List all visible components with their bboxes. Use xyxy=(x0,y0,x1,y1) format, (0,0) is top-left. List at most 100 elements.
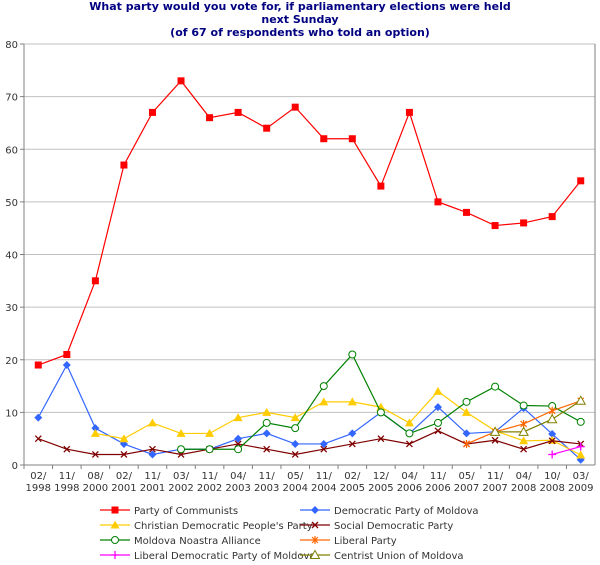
data-point xyxy=(91,277,99,285)
x-tick-label-line: 2002 xyxy=(168,483,193,494)
data-point xyxy=(548,406,556,415)
y-tick-label: 70 xyxy=(5,93,18,104)
data-point xyxy=(405,108,413,116)
x-tick-label-line: 03/ xyxy=(573,471,590,482)
x-tick-label: 10/2008 xyxy=(539,471,564,494)
data-point xyxy=(90,428,100,437)
data-point xyxy=(291,451,299,458)
x-tick-label-line: 2008 xyxy=(511,483,536,494)
data-point xyxy=(148,450,157,459)
data-point xyxy=(548,429,557,438)
title-line: (of 67 of respondents who told an option… xyxy=(170,26,430,39)
data-point xyxy=(291,439,300,448)
legend-label: Liberal Democratic Party of Moldova xyxy=(134,551,316,562)
legend-marker xyxy=(110,520,120,529)
data-point xyxy=(577,177,585,185)
x-tick-label-line: 11/ xyxy=(59,471,76,482)
x-tick-label-line: 2003 xyxy=(254,483,279,494)
data-point xyxy=(546,413,558,424)
legend-label: Christian Democratic People's Party xyxy=(134,521,313,532)
data-point xyxy=(62,361,71,370)
data-point xyxy=(148,108,156,116)
legend-label: Party of Communists xyxy=(134,506,238,517)
data-point xyxy=(433,418,442,427)
series-line xyxy=(37,363,582,461)
x-tick-label-line: 05/ xyxy=(287,471,304,482)
x-tick-label-line: 2004 xyxy=(282,483,307,494)
data-point xyxy=(520,219,528,227)
x-tick-label-line: 11/ xyxy=(430,471,447,482)
data-point xyxy=(177,445,186,454)
x-tick-label: 12/2005 xyxy=(368,471,393,494)
x-tick-label-line: 02/ xyxy=(30,471,47,482)
title-line: next Sunday xyxy=(261,13,339,26)
x-tick-label-line: 2005 xyxy=(340,483,365,494)
data-point xyxy=(263,445,271,453)
data-point xyxy=(377,182,385,190)
data-point xyxy=(434,427,442,435)
x-tick-label-line: 1998 xyxy=(26,483,51,494)
data-point xyxy=(262,418,271,427)
series-3: Social Democratic Party xyxy=(34,427,585,532)
data-point xyxy=(319,382,328,391)
legend-marker xyxy=(311,521,319,529)
x-tick-label-line: 2007 xyxy=(454,483,479,494)
data-point xyxy=(462,429,471,438)
data-point xyxy=(348,350,357,359)
legend-marker xyxy=(311,506,319,514)
data-point xyxy=(262,429,271,438)
x-tick-label: 11/2006 xyxy=(425,471,450,494)
x-tick-label: 11/2003 xyxy=(254,471,279,494)
y-tick-label: 30 xyxy=(5,303,18,314)
data-point xyxy=(91,451,99,458)
data-point xyxy=(348,429,357,438)
data-point xyxy=(377,435,385,443)
data-point xyxy=(320,445,328,453)
data-point xyxy=(548,437,556,445)
chart-title: What party would you vote for, if parlia… xyxy=(0,0,600,39)
data-point xyxy=(376,408,385,417)
data-point xyxy=(463,439,470,448)
series-6: Liberal Democratic Party of Moldova xyxy=(100,442,585,562)
data-point xyxy=(34,435,42,443)
x-tick-label-line: 02/ xyxy=(344,471,361,482)
x-tick-label-line: 12/ xyxy=(373,471,390,482)
y-tick-label: 20 xyxy=(5,356,18,367)
y-tick-label: 10 xyxy=(5,408,18,419)
data-point xyxy=(520,445,528,453)
data-point xyxy=(433,386,443,395)
data-point xyxy=(491,382,500,391)
data-point xyxy=(234,445,243,454)
x-tick-label-line: 03/ xyxy=(173,471,190,482)
x-tick-label-line: 08/ xyxy=(87,471,104,482)
data-point xyxy=(519,401,528,410)
x-tick-label-line: 04/ xyxy=(401,471,418,482)
data-point xyxy=(434,198,442,206)
data-point xyxy=(491,222,499,230)
data-point xyxy=(519,436,529,445)
series-4: Moldova Noastra Alliance xyxy=(100,350,585,547)
x-tick-label-line: 2006 xyxy=(397,483,422,494)
data-point xyxy=(91,424,100,433)
legend-label: Social Democratic Party xyxy=(334,521,453,532)
x-tick-label-line: 02/ xyxy=(116,471,133,482)
data-point xyxy=(120,161,128,169)
x-tick-label: 08/2000 xyxy=(83,471,108,494)
data-point xyxy=(205,445,214,454)
x-tick-label: 11/1998 xyxy=(54,471,79,494)
x-tick-label-line: 05/ xyxy=(458,471,475,482)
legend-label: Moldova Noastra Alliance xyxy=(134,536,261,547)
data-point xyxy=(119,434,129,443)
data-point xyxy=(575,395,587,405)
y-tick-label: 40 xyxy=(5,251,18,262)
data-point xyxy=(576,442,585,451)
x-tick-label-line: 2005 xyxy=(368,483,393,494)
data-point xyxy=(548,450,557,459)
data-point xyxy=(489,426,501,436)
data-point xyxy=(205,428,215,437)
data-point xyxy=(405,440,413,448)
series-line xyxy=(38,430,581,456)
x-tick-label-line: 2001 xyxy=(111,483,136,494)
data-point xyxy=(576,450,586,459)
